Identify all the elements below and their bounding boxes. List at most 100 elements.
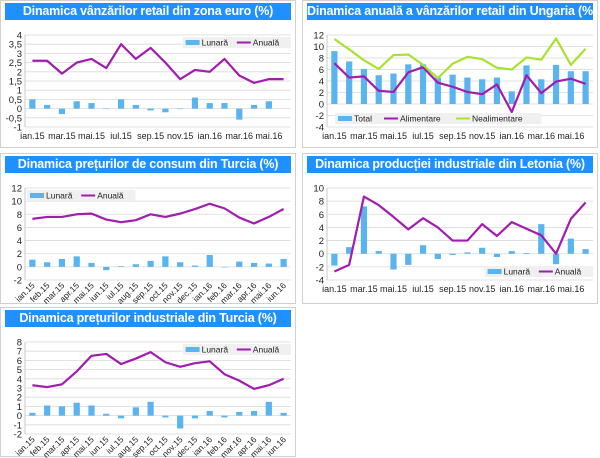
legend-swatch bbox=[185, 40, 200, 45]
bar-total bbox=[567, 71, 574, 104]
bar-lunară bbox=[206, 103, 213, 109]
bar-total bbox=[493, 77, 501, 104]
chart-panel-hungary-retail: Dinamica anuală a vânzărilor retail din … bbox=[302, 0, 598, 148]
bar-lunară bbox=[73, 256, 80, 267]
y-tick-label: 10 bbox=[313, 184, 324, 195]
legend-swatch bbox=[338, 116, 352, 121]
chart-title: Dinamica prețurilor de consum din Turcia… bbox=[5, 156, 291, 173]
line-anuală bbox=[32, 43, 284, 84]
bar-lunară bbox=[88, 262, 95, 267]
x-tick-label: ian.15 bbox=[20, 131, 45, 141]
bar-total bbox=[419, 64, 427, 104]
bar-lunară bbox=[523, 253, 530, 254]
bar-lunară bbox=[117, 266, 125, 267]
bar-total bbox=[390, 73, 397, 104]
x-tick-label: mar.15 bbox=[350, 284, 378, 294]
y-tick-label: -1 bbox=[14, 420, 22, 431]
x-tick-label: ian.16 bbox=[499, 131, 524, 141]
bar-lunară bbox=[250, 104, 258, 109]
x-tick-label: sep.15 bbox=[439, 284, 466, 294]
bar-lunară bbox=[265, 263, 272, 267]
bar-lunară bbox=[250, 411, 258, 416]
y-tick-label: 10 bbox=[313, 42, 324, 53]
legend-label: Anuală bbox=[97, 191, 124, 201]
y-tick-label: 12 bbox=[313, 31, 324, 42]
bar-lunară bbox=[29, 99, 36, 109]
legend-label: Lunară bbox=[504, 267, 531, 277]
y-tick-label: 4 bbox=[17, 236, 22, 247]
y-tick-label: 0,5 bbox=[9, 95, 22, 106]
legend-label: Anuală bbox=[555, 267, 582, 277]
bar-lunară bbox=[44, 262, 51, 267]
bar-lunară bbox=[132, 104, 139, 109]
bar-lunară bbox=[419, 245, 427, 254]
y-tick-label: -2 bbox=[316, 262, 324, 273]
bar-lunară bbox=[567, 238, 574, 254]
y-tick-label: 0 bbox=[319, 249, 324, 260]
y-tick-label: 2 bbox=[319, 236, 324, 247]
y-tick-label: 8 bbox=[319, 54, 324, 65]
legend-swatch bbox=[30, 193, 44, 198]
y-tick-label: 4 bbox=[319, 223, 324, 234]
bar-total bbox=[582, 71, 589, 104]
bar-lunară bbox=[177, 415, 184, 429]
y-tick-label: 3 bbox=[17, 384, 22, 395]
legend-swatch bbox=[487, 269, 502, 274]
chart-panel-euro-retail: Dinamica vânzărilor retail din zona euro… bbox=[0, 0, 296, 148]
x-tick-label: ian.16 bbox=[197, 131, 222, 141]
bar-lunară bbox=[538, 224, 545, 254]
y-tick-label: 4 bbox=[17, 31, 22, 42]
x-tick-label: mai.15 bbox=[78, 131, 105, 141]
y-tick-label: -2 bbox=[316, 111, 324, 122]
bar-lunară bbox=[464, 252, 471, 254]
line-anuală bbox=[333, 195, 587, 273]
chart-title: Dinamica producției industriale din Leto… bbox=[307, 156, 593, 173]
legend-label: Nealimentare bbox=[472, 114, 523, 124]
y-tick-label: 0 bbox=[17, 104, 22, 115]
x-tick-label: nov.15 bbox=[167, 131, 193, 141]
x-tick-label: sep.15 bbox=[439, 131, 466, 141]
x-tick-label: mar.16 bbox=[226, 131, 254, 141]
y-tick-label: 7 bbox=[17, 347, 22, 358]
bar-lunară bbox=[265, 101, 272, 109]
bar-lunară bbox=[582, 249, 589, 254]
bar-lunară bbox=[162, 256, 169, 267]
chart-title: Dinamica vânzărilor retail din zona euro… bbox=[5, 3, 291, 20]
y-tick-label: -2 bbox=[14, 276, 22, 287]
bar-total bbox=[331, 51, 338, 104]
bar-lunară bbox=[177, 262, 184, 267]
y-tick-label: -2 bbox=[14, 430, 22, 441]
bar-total bbox=[479, 79, 486, 104]
chart-latvia-industry: -4 -2 0 2 4 6 8 10 ian.15 mar.15 mai.15 iul.15 sep.1… bbox=[313, 184, 593, 294]
x-tick-label: ian.15 bbox=[322, 284, 347, 294]
bar-total bbox=[434, 77, 441, 104]
x-tick-label: nov.15 bbox=[469, 131, 495, 141]
bar-lunară bbox=[44, 405, 51, 416]
y-tick-label: 6 bbox=[17, 223, 22, 234]
line-anuală bbox=[32, 351, 285, 391]
bar-lunară bbox=[434, 253, 441, 259]
legend: Lunară Anuală bbox=[182, 344, 291, 355]
bar-lunară bbox=[191, 97, 199, 109]
bar-total bbox=[360, 68, 368, 104]
x-tick-label: mai.16 bbox=[255, 131, 282, 141]
y-tick-label: 8 bbox=[319, 197, 324, 208]
line-alimentare bbox=[333, 62, 586, 114]
bar-lunară bbox=[280, 258, 287, 267]
legend: Lunară Anuală bbox=[182, 37, 291, 48]
y-tick-label: 3 bbox=[17, 49, 22, 60]
y-tick-label: 1 bbox=[17, 86, 22, 97]
chart-panel-latvia-industry: Dinamica producției industriale din Leto… bbox=[302, 153, 598, 304]
y-tick-label: 0 bbox=[17, 411, 22, 422]
legend: Lunară Anuală bbox=[484, 266, 593, 277]
bar-lunară bbox=[58, 406, 66, 416]
bar-lunară bbox=[552, 253, 560, 265]
x-tick-label: nov.15 bbox=[469, 284, 495, 294]
bar-lunară bbox=[44, 104, 51, 109]
y-tick-label: 6 bbox=[17, 356, 22, 367]
bar-lunară bbox=[29, 259, 36, 267]
y-tick-label: 6 bbox=[319, 65, 324, 76]
bar-lunară bbox=[236, 261, 243, 267]
legend-swatch bbox=[185, 347, 200, 352]
legend-background bbox=[484, 266, 593, 277]
